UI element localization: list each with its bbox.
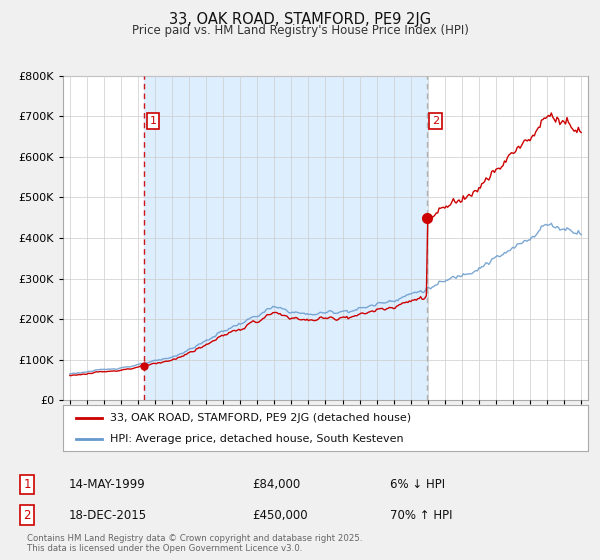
Text: £84,000: £84,000	[252, 478, 300, 491]
Text: 33, OAK ROAD, STAMFORD, PE9 2JG: 33, OAK ROAD, STAMFORD, PE9 2JG	[169, 12, 431, 27]
Text: 6% ↓ HPI: 6% ↓ HPI	[390, 478, 445, 491]
Text: Contains HM Land Registry data © Crown copyright and database right 2025.
This d: Contains HM Land Registry data © Crown c…	[27, 534, 362, 553]
Text: 1: 1	[23, 478, 31, 491]
Bar	[145, 76, 427, 400]
Text: Price paid vs. HM Land Registry's House Price Index (HPI): Price paid vs. HM Land Registry's House …	[131, 24, 469, 37]
Text: 18-DEC-2015: 18-DEC-2015	[69, 508, 147, 522]
Text: 33, OAK ROAD, STAMFORD, PE9 2JG (detached house): 33, OAK ROAD, STAMFORD, PE9 2JG (detache…	[110, 413, 412, 423]
Text: £450,000: £450,000	[252, 508, 308, 522]
Text: 1: 1	[149, 116, 157, 126]
Text: HPI: Average price, detached house, South Kesteven: HPI: Average price, detached house, Sout…	[110, 434, 404, 444]
Text: 2: 2	[23, 508, 31, 522]
Text: 2: 2	[432, 116, 439, 126]
Text: 70% ↑ HPI: 70% ↑ HPI	[390, 508, 452, 522]
Text: 14-MAY-1999: 14-MAY-1999	[69, 478, 146, 491]
